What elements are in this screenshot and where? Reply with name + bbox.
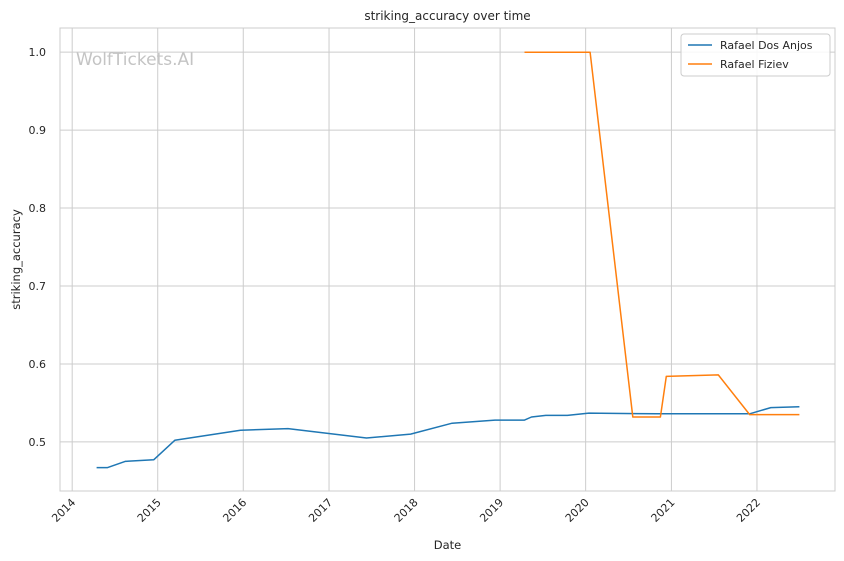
legend-box — [680, 33, 831, 77]
legend-label-dos-anjos: Rafael Dos Anjos — [720, 39, 813, 52]
plot-border — [59, 27, 836, 492]
series-line-fiziev — [524, 51, 800, 418]
watermark: WolfTickets.AI — [76, 50, 194, 70]
plot-area — [60, 28, 835, 491]
y-tick-label: 0.8 — [29, 202, 47, 215]
legend: Rafael Dos Anjos Rafael Fiziev — [680, 33, 831, 77]
x-tick-label: 2022 — [734, 496, 763, 525]
chart-title: striking_accuracy over time — [364, 9, 530, 23]
x-tick-label: 2014 — [49, 496, 78, 525]
x-tick-label: 2015 — [135, 496, 164, 525]
x-axis-label: Date — [434, 538, 462, 552]
y-tick-label: 0.7 — [29, 280, 47, 293]
legend-label-fiziev: Rafael Fiziev — [720, 58, 789, 71]
series-line-dos-anjos — [96, 406, 800, 469]
x-tick-label: 2018 — [392, 496, 421, 525]
x-tick-label: 2021 — [649, 496, 678, 525]
x-tick-label: 2020 — [563, 496, 592, 525]
series-lines — [96, 51, 800, 469]
x-tick-label: 2017 — [306, 496, 335, 525]
y-tick-label: 1.0 — [29, 46, 47, 59]
x-tick-label: 2019 — [477, 496, 506, 525]
y-tick-label: 0.9 — [29, 124, 47, 137]
x-tick-label: 2016 — [220, 496, 249, 525]
y-tick-label: 0.6 — [29, 358, 47, 371]
grid — [60, 28, 835, 491]
y-axis-label: striking_accuracy — [9, 209, 23, 310]
y-tick-label: 0.5 — [29, 436, 47, 449]
